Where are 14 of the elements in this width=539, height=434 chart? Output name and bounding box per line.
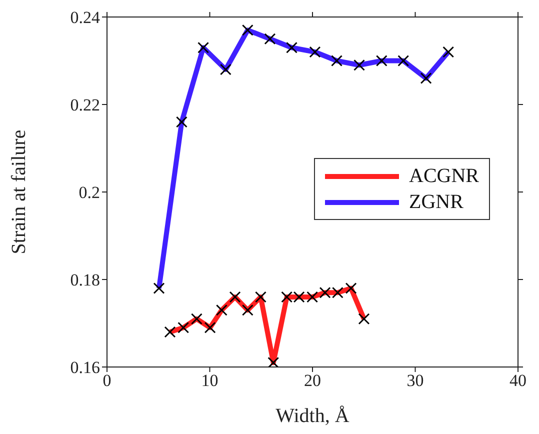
x-tick-label: 0 <box>102 371 112 390</box>
legend-label: ZGNR <box>409 190 464 215</box>
legend-label: ACGNR <box>409 164 480 189</box>
y-tick-label: 0.2 <box>78 183 100 202</box>
y-tick-label: 0.22 <box>70 96 100 115</box>
y-tick-label: 0.18 <box>70 270 100 290</box>
y-tick-label: 0.16 <box>70 358 100 378</box>
x-tick-label: 30 <box>406 371 424 390</box>
x-tick-label: 20 <box>304 371 321 390</box>
x-axis-title: Width, Å <box>276 405 350 427</box>
x-tick-label: 10 <box>201 371 218 390</box>
x-tick-label: 40 <box>510 371 526 390</box>
y-tick-label: 0.24 <box>70 8 100 28</box>
y-axis-title: Strain at failure <box>8 130 30 254</box>
